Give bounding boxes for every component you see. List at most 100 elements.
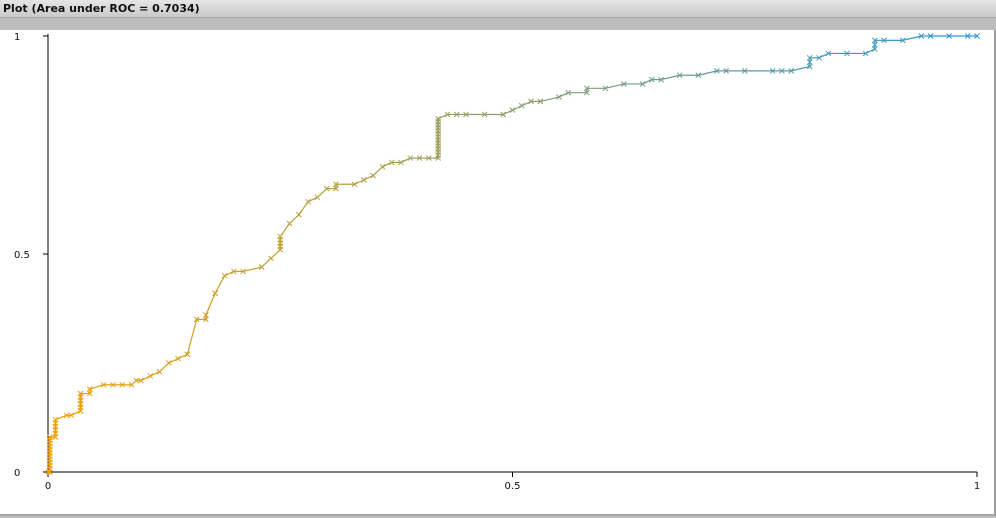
marker-stroke xyxy=(788,68,795,74)
marker-stroke xyxy=(295,211,302,218)
roc-line-segment xyxy=(363,174,374,181)
roc-line-segment xyxy=(791,65,810,72)
marker-stroke xyxy=(398,159,404,166)
roc-point-marker xyxy=(268,255,274,262)
roc-point-marker xyxy=(86,386,93,393)
marker-stroke xyxy=(927,33,934,39)
marker-stroke xyxy=(63,412,70,419)
marker-stroke xyxy=(203,312,209,318)
marker-stroke xyxy=(193,316,200,323)
roc-point-marker xyxy=(63,412,70,419)
marker-stroke xyxy=(361,177,367,183)
roc-line-segment xyxy=(698,70,718,76)
marker-stroke xyxy=(899,37,906,44)
marker-stroke xyxy=(268,255,274,262)
marker-stroke xyxy=(370,172,377,179)
roc-point-marker xyxy=(741,68,748,74)
roc-line-segment xyxy=(865,48,876,54)
marker-stroke xyxy=(518,102,525,109)
roc-point-marker xyxy=(351,181,358,188)
roc-line-segment xyxy=(521,100,532,107)
roc-point-marker xyxy=(964,33,971,39)
roc-point-marker xyxy=(230,268,237,275)
roc-point-marker xyxy=(974,33,980,39)
roc-line-segment xyxy=(558,92,569,98)
roc-point-marker xyxy=(481,111,488,118)
marker-stroke xyxy=(806,59,813,66)
marker-stroke xyxy=(388,159,395,166)
roc-point-marker xyxy=(444,111,451,118)
roc-point-marker xyxy=(240,268,246,275)
marker-stroke xyxy=(416,155,423,161)
marker-stroke xyxy=(147,373,154,379)
marker-stroke xyxy=(871,37,878,44)
roc-point-marker xyxy=(816,54,822,61)
roc-line-segment xyxy=(168,358,179,364)
roc-line-segment xyxy=(177,353,188,360)
marker-stroke xyxy=(230,268,237,275)
window-titlebar[interactable]: Plot (Area under ROC = 0.7034) xyxy=(0,0,996,18)
marker-stroke xyxy=(825,50,832,57)
roc-point-marker xyxy=(119,381,126,388)
roc-point-marker xyxy=(110,381,116,388)
roc-line-segment xyxy=(224,270,235,277)
roc-point-marker xyxy=(658,76,664,83)
roc-point-marker xyxy=(946,33,952,39)
marker-stroke xyxy=(806,54,813,61)
marker-stroke xyxy=(138,377,144,384)
roc-point-marker xyxy=(862,50,869,57)
y-tick-label: 1 xyxy=(14,32,20,43)
marker-stroke xyxy=(565,89,572,96)
marker-stroke xyxy=(203,316,209,323)
roc-point-marker xyxy=(871,41,878,48)
roc-line-segment xyxy=(186,319,198,355)
marker-stroke xyxy=(648,76,655,83)
marker-stroke xyxy=(52,420,59,427)
marker-stroke xyxy=(695,72,702,79)
roc-point-marker xyxy=(509,107,516,113)
marker-stroke xyxy=(658,76,664,83)
marker-stroke xyxy=(528,98,534,105)
roc-line-segment xyxy=(512,105,523,111)
roc-line-segment xyxy=(502,109,513,116)
roc-point-marker xyxy=(286,220,293,227)
marker-stroke xyxy=(481,111,488,118)
roc-line-segment xyxy=(818,52,829,59)
roc-point-marker xyxy=(435,119,442,125)
marker-stroke xyxy=(351,181,358,188)
marker-stroke xyxy=(946,33,952,39)
marker-stroke xyxy=(110,381,116,388)
marker-stroke xyxy=(453,111,460,118)
marker-stroke xyxy=(286,220,293,227)
marker-stroke xyxy=(407,155,414,161)
roc-line-segment xyxy=(205,293,216,316)
roc-point-marker xyxy=(426,155,432,161)
marker-stroke xyxy=(714,68,720,74)
marker-stroke xyxy=(621,81,627,87)
marker-stroke xyxy=(602,85,609,92)
marker-stroke xyxy=(379,163,386,170)
marker-stroke xyxy=(871,46,878,52)
marker-stroke xyxy=(918,33,925,39)
marker-stroke xyxy=(258,264,265,270)
marker-stroke xyxy=(881,37,887,44)
roc-point-marker xyxy=(788,68,795,74)
roc-point-marker xyxy=(714,68,720,74)
marker-stroke xyxy=(509,107,516,113)
roc-point-marker xyxy=(518,102,525,109)
marker-stroke xyxy=(435,119,442,125)
roc-point-marker xyxy=(305,198,311,205)
marker-stroke xyxy=(676,72,683,79)
marker-stroke xyxy=(537,98,544,105)
roc-point-marker xyxy=(138,377,144,384)
roc-line-segment xyxy=(661,74,680,81)
roc-point-marker xyxy=(370,172,377,179)
marker-stroke xyxy=(426,155,432,161)
roc-line-segment xyxy=(354,179,365,185)
marker-stroke xyxy=(100,381,107,388)
roc-marker-layer xyxy=(45,33,980,475)
marker-stroke xyxy=(68,412,75,419)
roc-point-marker xyxy=(184,351,191,358)
roc-point-marker xyxy=(453,111,460,118)
